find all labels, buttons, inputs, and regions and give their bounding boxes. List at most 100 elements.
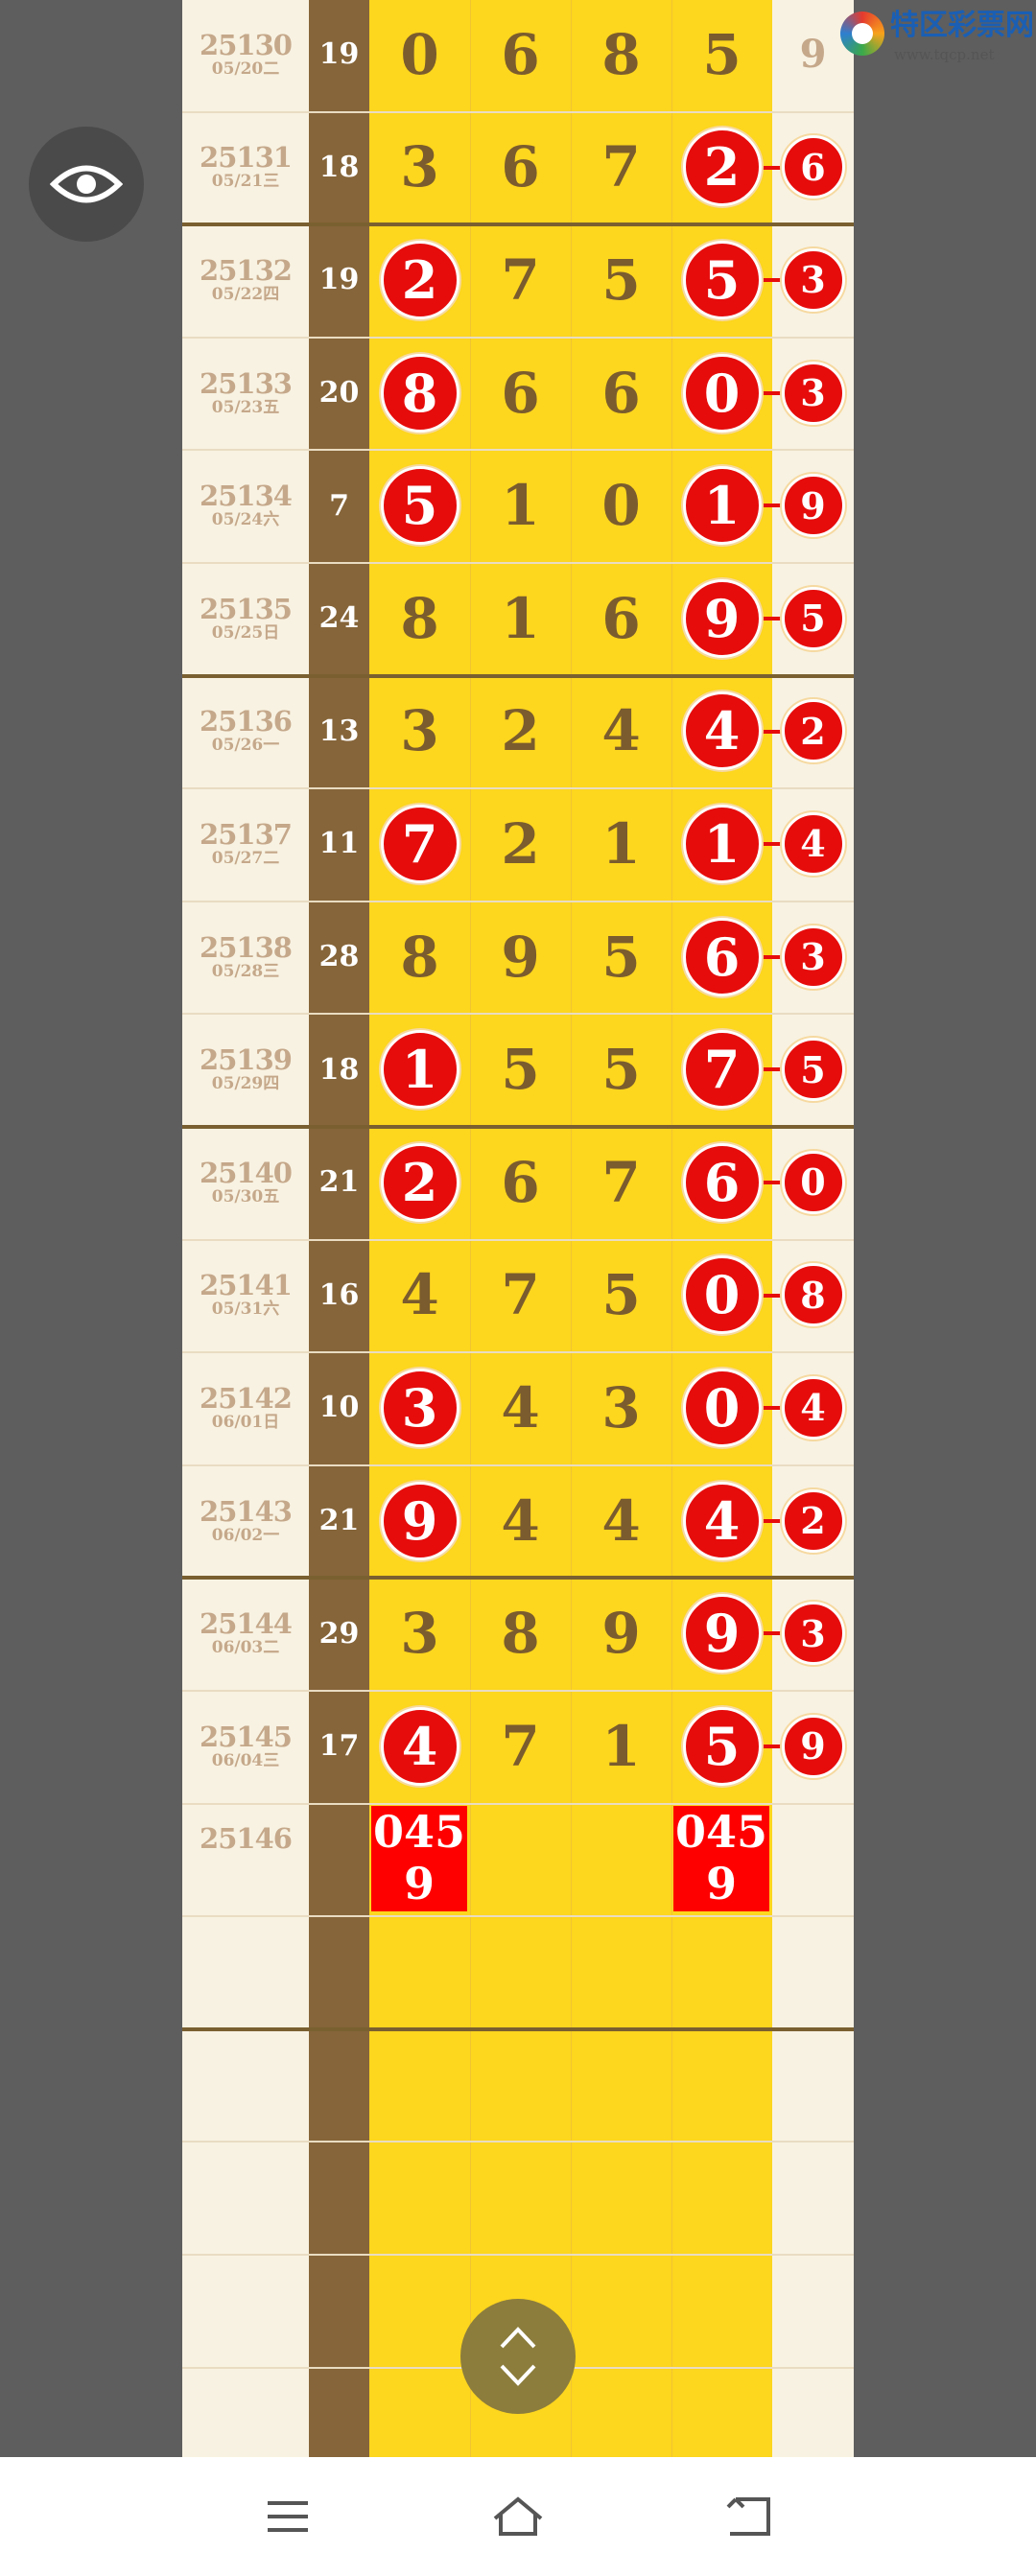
digit-cell: 9: [671, 1577, 772, 1690]
table-row: 25133 05/23五 20 8 6 6 0 3: [182, 336, 854, 450]
sum-value: 21: [318, 1165, 360, 1200]
logo-url: www.tqcp.net: [894, 46, 995, 63]
digit: 3: [601, 1374, 641, 1440]
draw-date: 06/04三: [211, 1750, 280, 1770]
draw-date: 05/24六: [211, 510, 280, 530]
hit-ball: 2: [380, 240, 459, 319]
digit-cell: 6: [571, 562, 671, 675]
last-cell: 9: [772, 0, 854, 111]
period-number: 25130: [200, 28, 293, 61]
connector-line: [758, 1518, 785, 1523]
prediction-box: 0459: [673, 1805, 769, 1911]
table-row: 25132 05/22四 19 2 7 5 5 3: [182, 222, 854, 337]
last-cell: 5: [772, 1013, 854, 1126]
period-cell: 25138 05/28三: [182, 901, 309, 1014]
last-cell: 0: [772, 1126, 854, 1239]
hit-ball: 6: [682, 917, 762, 996]
digit: 5: [702, 21, 742, 87]
back-button[interactable]: [710, 2478, 787, 2555]
last-digit: 9: [799, 32, 827, 78]
hit-ball-small: 2: [781, 699, 845, 763]
toggle-visibility-button[interactable]: [29, 127, 144, 242]
connector-line: [758, 1181, 785, 1184]
digit-cell: 5: [671, 223, 772, 337]
sum-cell: 19: [309, 0, 369, 111]
table-row: 25142 06/01日 10 3 4 3 0 4: [182, 1351, 854, 1464]
sum-value: 21: [318, 1504, 360, 1538]
period-cell: 25140 05/30五: [182, 1126, 309, 1239]
row-divider: [182, 1464, 854, 1466]
draw-date: 05/29四: [211, 1074, 280, 1094]
scroll-toggle-button[interactable]: [460, 2299, 576, 2414]
row-divider: [182, 787, 854, 790]
row-divider: [182, 336, 854, 339]
period-column: [182, 0, 309, 2457]
period-cell: 25137 05/27二: [182, 787, 309, 901]
hit-ball: 9: [682, 578, 762, 658]
period-cell: 25132 05/22四: [182, 223, 309, 337]
connector-line: [758, 390, 785, 395]
hit-ball: 0: [682, 353, 762, 433]
digit-cell: 5: [571, 223, 671, 337]
back-icon: [726, 2497, 770, 2536]
digit: 1: [501, 473, 540, 539]
digit: 6: [501, 360, 540, 426]
hit-ball: 1: [682, 466, 762, 546]
period-cell: 25142 06/01日: [182, 1351, 309, 1464]
hit-ball: 1: [682, 804, 762, 883]
connector-line: [758, 278, 785, 283]
digit: 0: [400, 21, 439, 87]
empty-row: [182, 1915, 854, 2028]
last-cell: 6: [772, 111, 854, 224]
hit-ball: 7: [380, 804, 459, 883]
empty-row: [182, 2141, 854, 2254]
period-cell: 25139 05/29四: [182, 1013, 309, 1126]
digit-cell: 7: [470, 223, 571, 337]
digit-cell: 4: [369, 1239, 470, 1352]
sum-cell: 18: [309, 111, 369, 224]
menu-button[interactable]: [249, 2478, 326, 2555]
sum-cell: 10: [309, 1351, 369, 1464]
digit-cell: 6: [470, 0, 571, 111]
period-cell: 25135 05/25日: [182, 562, 309, 675]
digit: 7: [601, 134, 641, 200]
table-row: 25130 05/20二 19 0 6 8 5 9: [182, 0, 854, 111]
table-row: 25135 05/25日 24 8 1 6 9 5: [182, 562, 854, 675]
period-number: 25146: [200, 1821, 293, 1855]
digit-cell: 2: [369, 1126, 470, 1239]
digit-cell: 1: [369, 1013, 470, 1126]
hit-ball: 1: [380, 1030, 459, 1110]
digit-cell: 7: [470, 1239, 571, 1352]
connector-line: [758, 842, 785, 847]
digit-cell: 2: [470, 675, 571, 788]
digit-cell: 0: [671, 1351, 772, 1464]
period-number: 25142: [200, 1381, 293, 1415]
trend-chart: 25130 05/20二 19 0 6 8 5 9 25131 05/21三 18 3 6 7 2 6 2513…: [182, 0, 854, 2457]
digit-cell: 7: [671, 1013, 772, 1126]
draw-date: 05/22四: [211, 284, 280, 304]
digit: 4: [501, 1374, 540, 1440]
sum-cell: 21: [309, 1126, 369, 1239]
digit: 4: [400, 1262, 439, 1328]
period-cell: 25144 06/03二: [182, 1577, 309, 1690]
period-number: 25133: [200, 366, 293, 400]
row-divider: [182, 1915, 854, 1918]
logo-icon: [840, 12, 884, 56]
sum-value: 17: [318, 1729, 360, 1764]
digit-cell: 2: [470, 787, 571, 901]
home-button[interactable]: [480, 2478, 556, 2555]
column-divider: [470, 0, 471, 2457]
period-cell: 25130 05/20二: [182, 0, 309, 111]
digit: 4: [501, 1487, 540, 1554]
hit-ball: 5: [682, 1706, 762, 1786]
period-number: 25139: [200, 1043, 293, 1077]
digit: 5: [501, 1037, 540, 1103]
hit-ball-small: 3: [781, 361, 845, 425]
draw-date: 05/20二: [211, 59, 280, 79]
site-logo: 特区彩票网 www.tqcp.net: [840, 8, 1036, 67]
last-cell: 2: [772, 1464, 854, 1578]
connector-line: [758, 165, 785, 170]
period-number: 25135: [200, 592, 293, 625]
hit-ball: 2: [682, 128, 762, 207]
digit-cell: 3: [369, 1577, 470, 1690]
